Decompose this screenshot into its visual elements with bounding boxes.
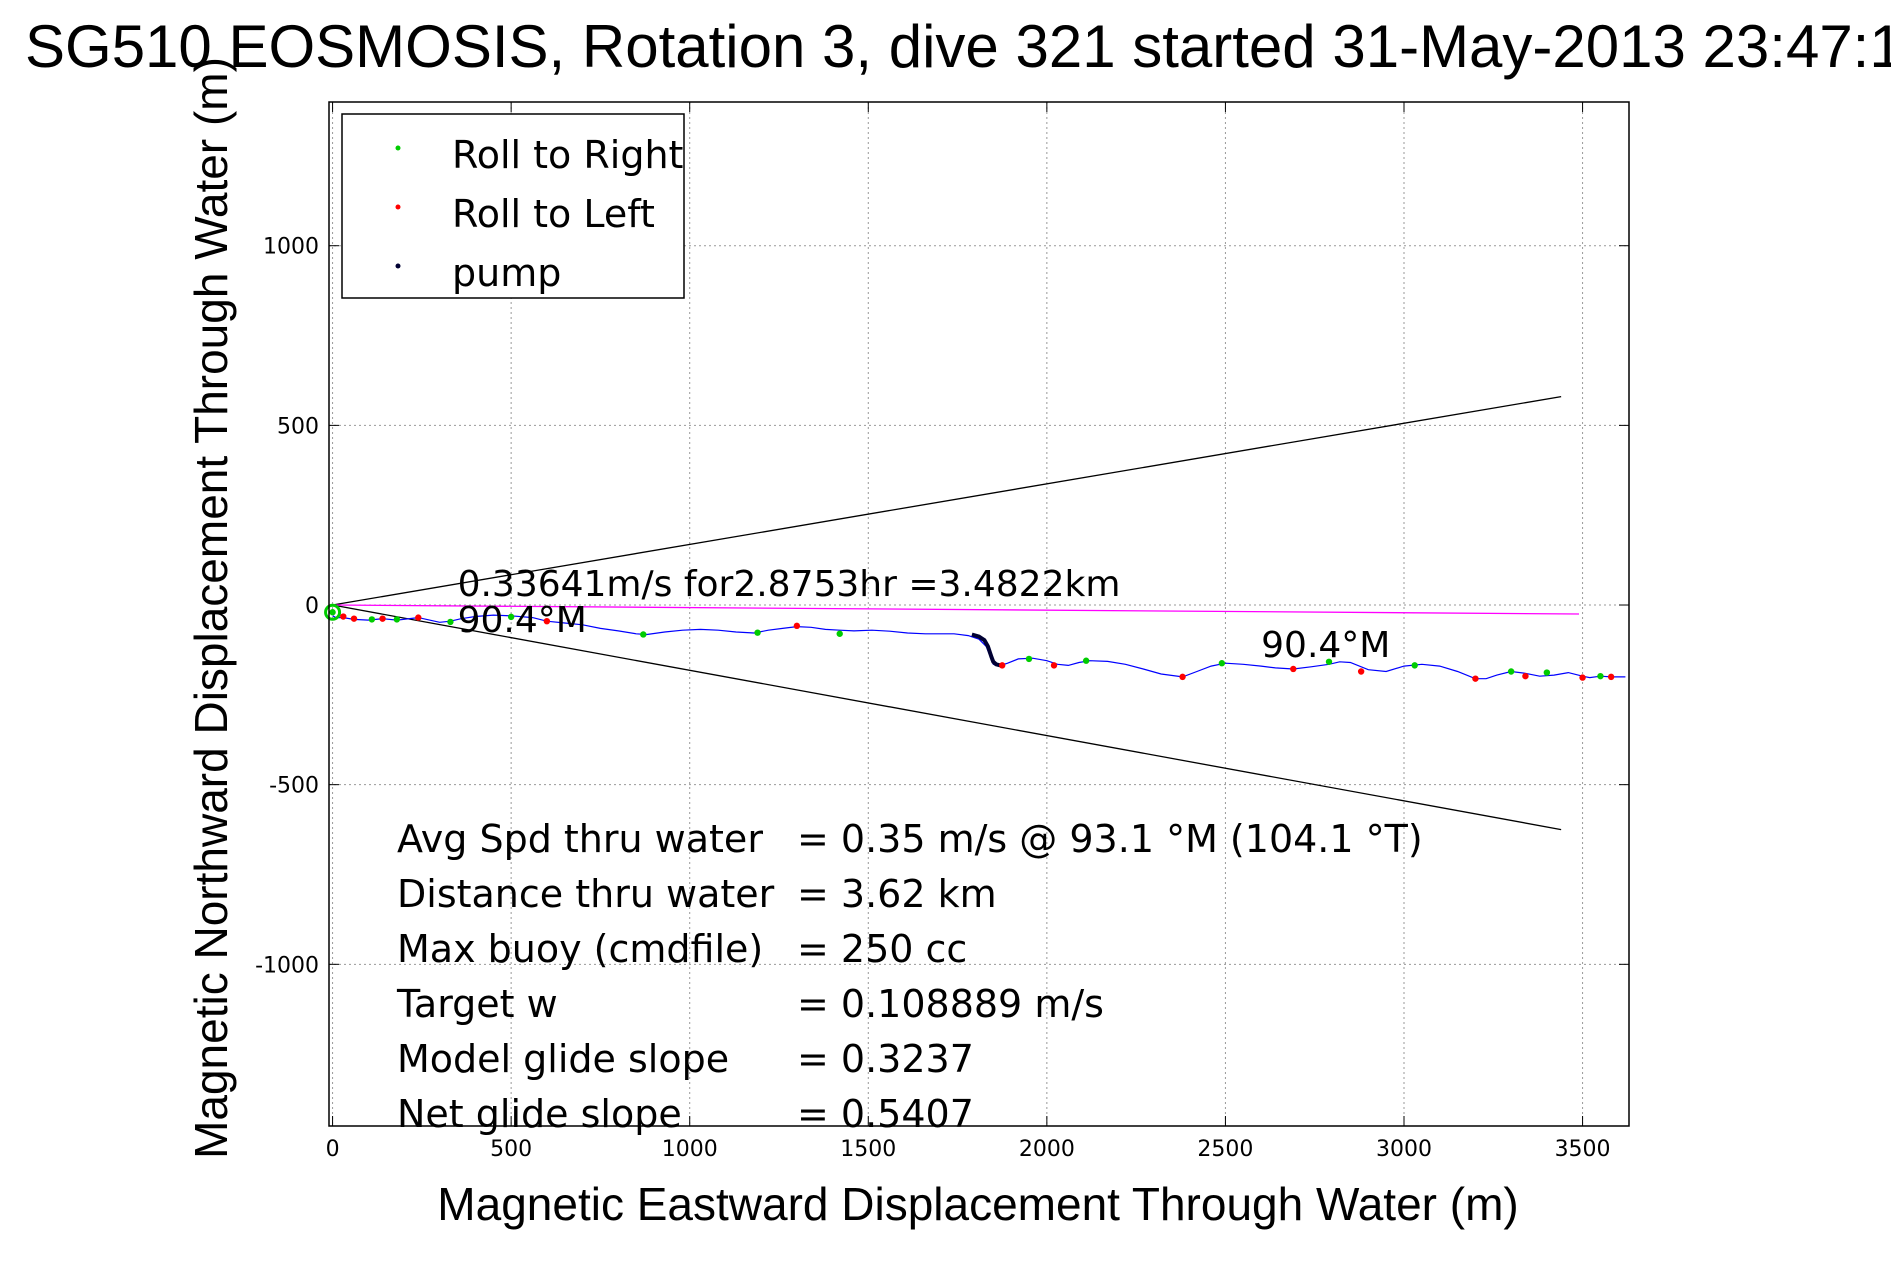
reference-line-lower-bound: [332, 604, 1562, 831]
stat-value: = 0.35 m/s @ 93.1 °M (104.1 °T): [797, 817, 1423, 861]
stat-label: Max buoy (cmdfile): [397, 927, 763, 971]
start-marker: [324, 603, 342, 621]
roll-left-point: [1607, 673, 1615, 681]
y-tick-label: 500: [277, 414, 319, 439]
roll-left-point: [1522, 672, 1529, 680]
roll-left-point: [793, 622, 801, 630]
roll-right-point: [1025, 655, 1033, 663]
chart-title: SG510 EOSMOSIS, Rotation 3, dive 321 sta…: [25, 13, 1891, 80]
x-tick-label: 1500: [840, 1137, 896, 1162]
roll-right-point: [1411, 662, 1418, 669]
legend-marker-roll-right: [395, 145, 401, 151]
annotations: 0.33641m/s for2.8753hr =3.4822km90.4°M90…: [458, 564, 1391, 666]
reference-line-heading-line: [332, 604, 1580, 615]
legend-label-pump: pump: [452, 251, 561, 295]
stat-label: Target w: [396, 982, 558, 1026]
stat-label: Model glide slope: [397, 1037, 729, 1081]
roll-right-point: [1082, 657, 1090, 664]
roll-left-point: [1050, 662, 1058, 669]
roll-right-point: [1218, 660, 1226, 667]
x-tick-label: 3000: [1376, 1137, 1432, 1162]
x-tick-label: 1000: [662, 1137, 718, 1162]
stats-block: Avg Spd thru water = 0.35 m/s @ 93.1 °M (…: [396, 817, 1423, 1136]
y-tick-label: 0: [305, 594, 319, 619]
roll-left-point: [1357, 668, 1365, 675]
chart-annotation: 90.4°M: [1261, 625, 1390, 666]
roll-left-point: [1179, 673, 1186, 681]
x-tick-label: 0: [326, 1137, 340, 1162]
roll-right-point: [836, 630, 843, 637]
stat-value: = 250 cc: [797, 927, 967, 971]
roll-right-point: [1507, 668, 1515, 675]
roll-right-point: [1543, 669, 1551, 676]
roll-left-point: [379, 615, 386, 622]
roll-left-point: [415, 614, 422, 621]
legend-marker-pump: [395, 263, 401, 269]
pump-segment: [971, 632, 1001, 668]
stat-value: = 0.108889 m/s: [797, 982, 1104, 1026]
reference-line-upper-bound: [332, 395, 1562, 606]
legend-label-roll-left: Roll to Left: [452, 192, 655, 236]
y-tick-label: 1000: [263, 235, 319, 260]
plot-frame: [328, 101, 1630, 1127]
roll-right-point: [393, 616, 401, 623]
roll-right-point: [329, 609, 336, 616]
roll-left-point: [1579, 674, 1586, 681]
y-tick-label: -500: [269, 774, 319, 799]
roll-right-point: [368, 616, 376, 623]
roll-right-point: [1597, 672, 1604, 680]
stat-value: = 0.5407: [797, 1092, 974, 1136]
roll-right-point: [507, 613, 515, 621]
stat-label: Avg Spd thru water: [397, 817, 763, 861]
roll-left-point: [999, 662, 1006, 669]
roll-right-point: [640, 631, 647, 638]
chart-annotation: 90.4°M: [458, 600, 587, 641]
roll-left-point: [543, 617, 551, 625]
stat-label: Net glide slope: [397, 1092, 682, 1136]
legend: Roll to Right Roll to Left pump: [341, 113, 685, 299]
roll-right-point: [1325, 658, 1333, 665]
tick-labels: 0 500 1000 1500 2000 2500 3000 3500 -1000 -500 0 50…: [255, 235, 1611, 1162]
x-tick-label: 2500: [1197, 1137, 1253, 1162]
roll-right-point: [447, 618, 454, 626]
x-tick-label: 500: [490, 1137, 532, 1162]
chart-annotation: 0.33641m/s for2.8753hr =3.4822km: [458, 564, 1121, 605]
stat-label: Distance thru water: [397, 872, 775, 916]
x-axis-label: Magnetic Eastward Displacement Through W…: [437, 1178, 1518, 1230]
y-axis-label: Magnetic Northward Displacement Through …: [185, 57, 237, 1159]
roll-left-point: [350, 615, 358, 622]
stat-value: = 0.3237: [797, 1037, 974, 1081]
grid-lines: [329, 102, 1629, 1126]
legend-label-roll-right: Roll to Right: [452, 133, 683, 177]
roll-right-point: [754, 629, 761, 636]
legend-marker-roll-left: [395, 204, 401, 210]
roll-left-point: [1472, 675, 1479, 682]
x-tick-label: 2000: [1019, 1137, 1075, 1162]
data-layer: [324, 395, 1626, 831]
roll-left-point: [1290, 665, 1297, 673]
y-tick-label: -1000: [255, 953, 319, 978]
x-tick-label: 3500: [1555, 1137, 1611, 1162]
roll-left-point: [340, 613, 347, 620]
stat-value: = 3.62 km: [797, 872, 997, 916]
